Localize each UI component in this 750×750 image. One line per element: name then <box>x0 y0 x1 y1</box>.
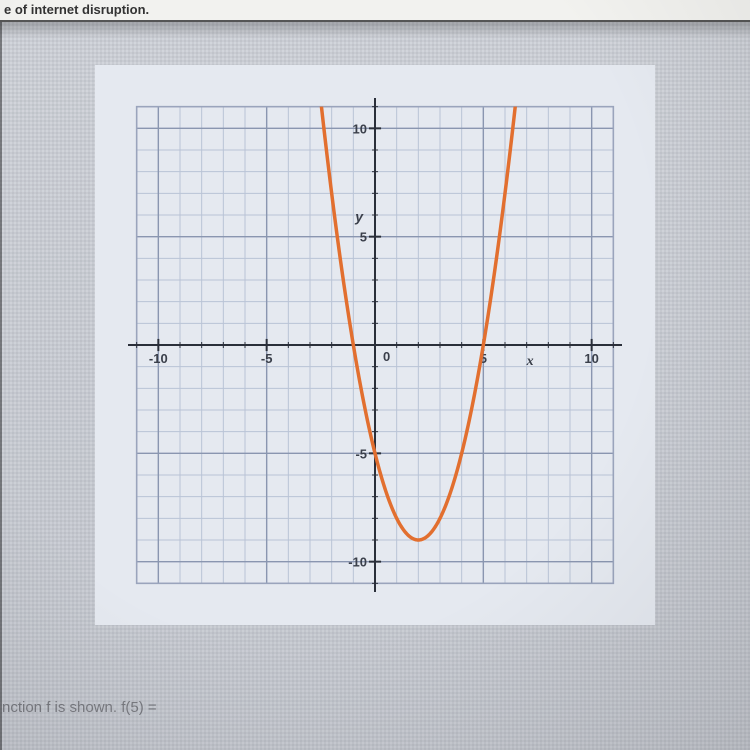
x-tick-label: -5 <box>261 351 273 366</box>
y-tick-label: 5 <box>360 230 367 245</box>
graph-panel: -10-5510-10-55100yx <box>95 65 655 625</box>
y-tick-label: 10 <box>353 121 367 136</box>
question-fragment-text: nction f is shown. f(5) = <box>2 699 157 716</box>
x-tick-label: 10 <box>584 351 598 366</box>
header-fragment-text: e of internet disruption. <box>4 2 149 17</box>
header-shadow <box>0 22 750 38</box>
origin-label: 0 <box>383 349 390 364</box>
x-axis-symbol: x <box>526 354 534 369</box>
y-axis-symbol: y <box>354 209 364 225</box>
parabola-chart: -10-5510-10-55100yx <box>95 65 655 625</box>
worksheet-header-strip: e of internet disruption. <box>0 0 750 22</box>
x-tick-label: -10 <box>149 351 168 366</box>
y-tick-label: -5 <box>355 446 367 461</box>
screen-photo: e of internet disruption. -10-5510-10-55… <box>0 0 750 750</box>
y-tick-label: -10 <box>348 555 367 570</box>
left-margin-rule <box>0 22 2 750</box>
